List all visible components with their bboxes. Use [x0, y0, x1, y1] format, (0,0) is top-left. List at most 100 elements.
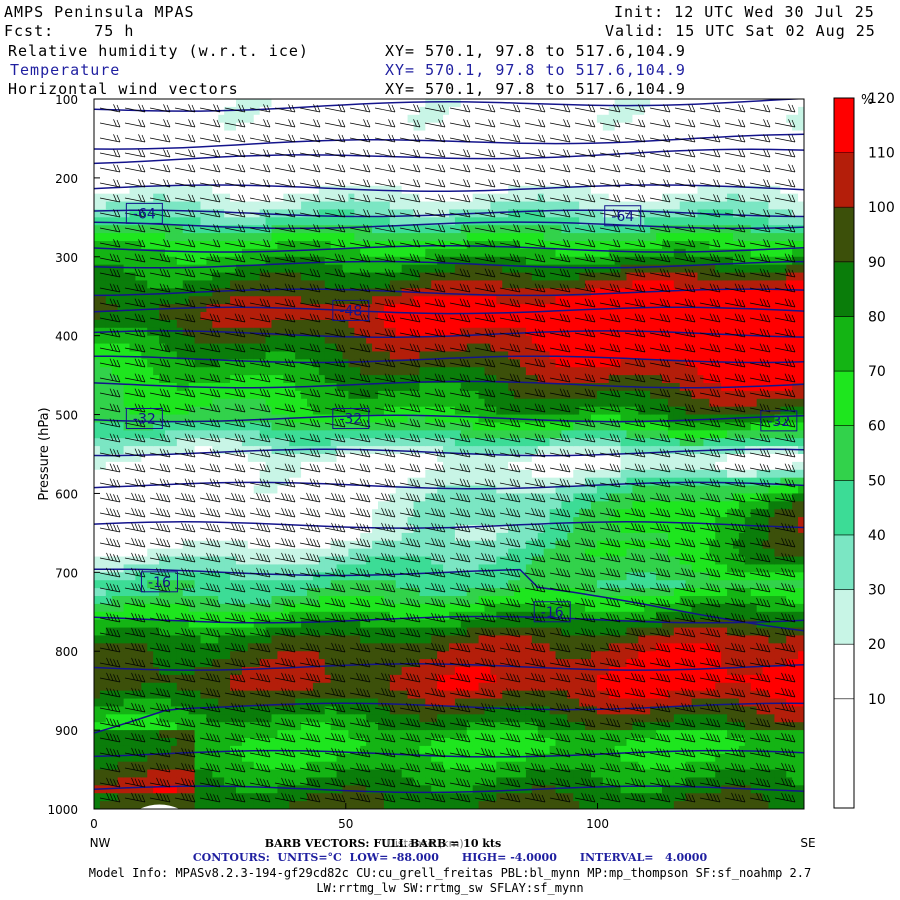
rh-cell [129, 335, 137, 345]
rh-cell [383, 556, 391, 566]
rh-cell [159, 793, 166, 802]
rh-cell [135, 682, 142, 692]
rh-cell [105, 769, 113, 779]
rh-cell [419, 296, 426, 305]
rh-cell [212, 745, 219, 755]
rh-cell [383, 619, 391, 629]
rh-cell [153, 280, 160, 289]
rh-cell [218, 753, 225, 763]
rh-cell [224, 343, 231, 353]
rh-cell [342, 122, 350, 132]
rh-cell [94, 580, 101, 589]
rh-cell [307, 398, 314, 408]
rh-cell [218, 390, 225, 400]
rh-cell [342, 398, 350, 408]
rh-cell [283, 603, 290, 613]
rh-cell [283, 588, 290, 597]
rh-cell [283, 659, 290, 668]
rh-cell [94, 359, 101, 368]
rh-cell [182, 272, 190, 282]
rh-cell [230, 272, 237, 282]
rh-cell [141, 430, 148, 439]
rh-cell [224, 714, 231, 723]
rh-cell [241, 517, 249, 526]
rh-cell [301, 319, 308, 329]
rh-cell [289, 367, 296, 376]
rh-cell [194, 509, 202, 518]
rh-cell [129, 461, 137, 471]
rh-cell [159, 461, 166, 471]
rh-cell [253, 611, 261, 621]
rh-cell [176, 138, 184, 147]
rh-cell [295, 564, 302, 573]
rh-cell [188, 130, 196, 140]
rh-cell [301, 651, 308, 660]
rh-cell [330, 596, 338, 605]
rh-cell [241, 454, 249, 463]
rh-cell [236, 643, 243, 652]
rh-cell [153, 659, 160, 668]
rh-cell [230, 469, 237, 479]
rh-cell [159, 233, 166, 242]
rh-cell [318, 106, 326, 116]
rh-cell [330, 532, 338, 542]
rh-cell [301, 367, 308, 376]
rh-cell [342, 209, 350, 218]
rh-cell [94, 438, 101, 447]
rh-cell [129, 312, 137, 321]
rh-cell [241, 643, 249, 652]
rh-cell [413, 801, 421, 809]
rh-cell [135, 248, 142, 258]
rh-cell [312, 738, 320, 747]
rh-cell [105, 730, 113, 739]
rh-cell [401, 256, 409, 266]
rh-cell [259, 201, 267, 211]
rh-cell [176, 603, 184, 613]
rh-cell [372, 588, 379, 597]
rh-cell [324, 603, 332, 613]
rh-cell [307, 193, 314, 203]
rh-cell [99, 722, 107, 731]
rh-cell [230, 304, 237, 313]
rh-cell [295, 375, 302, 384]
rh-cell [159, 383, 166, 392]
rh-cell [324, 146, 332, 155]
rh-cell [389, 611, 397, 621]
rh-cell [218, 580, 225, 589]
rh-cell [99, 714, 107, 723]
rh-cell [312, 446, 320, 455]
rh-cell [336, 446, 344, 455]
rh-cell [295, 753, 302, 763]
rh-cell [366, 130, 373, 140]
rh-cell [170, 217, 178, 226]
rh-cell [135, 359, 142, 368]
rh-cell [265, 193, 273, 203]
rh-cell [188, 114, 196, 124]
rh-cell [111, 801, 119, 809]
rh-cell [105, 130, 113, 140]
rh-cell [247, 619, 255, 629]
rh-cell [318, 619, 326, 629]
rh-cell [176, 588, 184, 597]
rh-cell [224, 154, 231, 163]
rh-cell [318, 730, 326, 739]
rh-cell [378, 635, 385, 644]
rh-cell [141, 493, 148, 502]
rh-cell [218, 146, 225, 155]
rh-cell [330, 627, 338, 637]
rh-cell [194, 619, 202, 629]
rh-cell [419, 138, 426, 147]
rh-cell [301, 138, 308, 147]
rh-cell [212, 627, 219, 637]
rh-cell [182, 730, 190, 739]
rh-cell [271, 430, 279, 439]
rh-cell [360, 288, 367, 297]
rh-cell [188, 659, 196, 668]
rh-cell [147, 627, 154, 637]
rh-cell [342, 682, 350, 692]
rh-cell [206, 99, 213, 108]
rh-cell [111, 761, 119, 771]
rh-cell [153, 446, 160, 455]
rh-cell [312, 674, 320, 684]
rh-cell [354, 793, 361, 802]
